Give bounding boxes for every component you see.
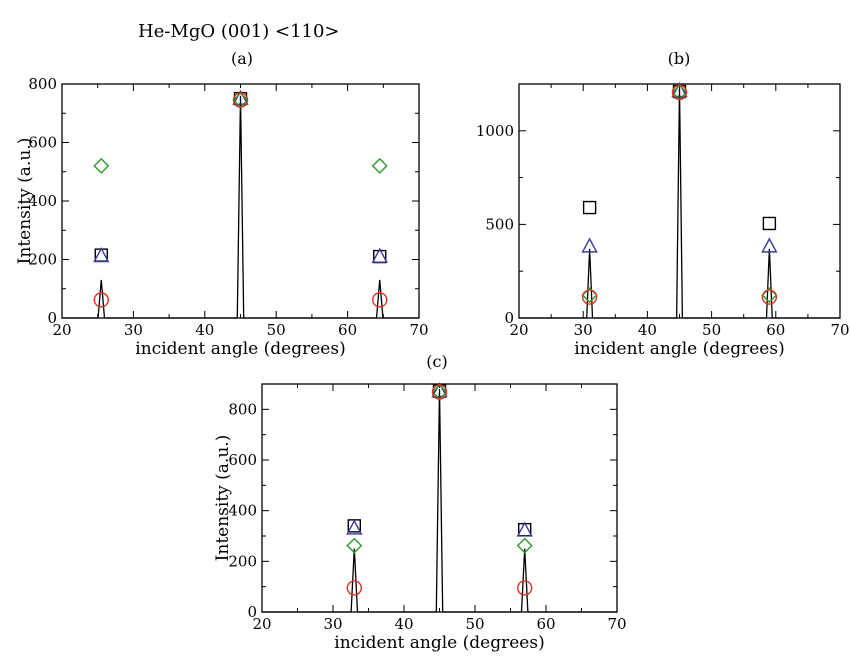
y-tick-label: 500 <box>485 215 514 233</box>
y-tick-label: 1000 <box>476 122 514 140</box>
y-tick-label: 200 <box>228 552 257 570</box>
x-tick-label: 70 <box>830 321 849 339</box>
x-tick-label: 20 <box>509 321 528 339</box>
x-tick-label: 30 <box>124 321 143 339</box>
triangle-marker <box>516 521 533 537</box>
circle-marker <box>93 292 109 308</box>
x-tick-label: 30 <box>574 321 593 339</box>
y-axis-title: Intensity (a.u.) <box>15 138 35 265</box>
diamond-marker <box>371 157 388 174</box>
circle-marker <box>761 289 778 305</box>
triangle-marker <box>346 519 363 535</box>
diamond-marker <box>93 157 110 174</box>
panel-2: (b) 20 30 40 50 60 70 0 500 1000 incident angle (d… <box>476 49 850 359</box>
x-tick-label: 70 <box>607 615 626 633</box>
y-axis-title: Intensity (a.u.) <box>213 435 233 562</box>
panel-label: (b) <box>668 49 691 68</box>
triangle-marker <box>671 82 688 98</box>
panel-label: (a) <box>231 49 253 68</box>
x-tick-label: 70 <box>409 321 428 339</box>
intensity-curve <box>62 95 419 319</box>
diamond-marker <box>516 537 533 554</box>
y-tick-label: 600 <box>28 134 57 152</box>
diamond-marker <box>346 537 363 554</box>
y-tick-label: 0 <box>247 603 257 621</box>
square-marker <box>762 216 777 231</box>
y-tick-label: 400 <box>28 192 57 210</box>
y-tick-label: 800 <box>228 400 257 418</box>
y-tick-label: 400 <box>228 502 257 520</box>
circle-marker <box>671 84 688 101</box>
x-tick-label: 60 <box>338 321 357 339</box>
x-axis-title: incident angle (degrees) <box>334 633 544 653</box>
circle-marker <box>372 292 388 308</box>
figure-title: He-MgO (001) <110> <box>138 21 340 42</box>
panel-label: (c) <box>426 352 447 371</box>
diamond-marker <box>761 287 778 304</box>
x-tick-label: 20 <box>252 615 271 633</box>
x-tick-label: 20 <box>52 321 71 339</box>
y-tick-label: 800 <box>28 75 57 93</box>
x-tick-label: 50 <box>267 321 286 339</box>
y-tick-label: 0 <box>504 309 514 327</box>
triangle-marker <box>761 237 778 253</box>
intensity-curve <box>519 87 840 319</box>
circle-marker <box>232 92 249 108</box>
x-tick-label: 60 <box>766 321 785 339</box>
triangle-marker <box>581 237 598 253</box>
panel-1: (a) 20 30 40 50 60 70 0 200 400 600 800 incident ang… <box>15 49 429 359</box>
square-marker <box>582 200 597 215</box>
triangle-marker <box>431 382 448 398</box>
circle-marker <box>431 384 448 400</box>
diamond-marker <box>581 287 598 304</box>
intensity-curve <box>262 389 617 613</box>
x-tick-label: 50 <box>465 615 484 633</box>
triangle-marker <box>93 247 110 263</box>
y-tick-label: 200 <box>28 251 57 269</box>
y-tick-label: 0 <box>47 309 57 327</box>
x-tick-label: 40 <box>195 321 214 339</box>
y-tick-label: 600 <box>228 451 257 469</box>
x-axis-title: incident angle (degrees) <box>135 339 345 359</box>
x-tick-label: 50 <box>702 321 721 339</box>
x-tick-label: 40 <box>394 615 413 633</box>
x-axis-title: incident angle (degrees) <box>574 339 784 359</box>
triangle-marker <box>371 247 388 263</box>
x-tick-label: 60 <box>536 615 555 633</box>
circle-marker <box>517 580 533 596</box>
x-tick-label: 40 <box>638 321 657 339</box>
panel-3: (c) 20 30 40 50 60 70 0 200 400 600 800 incident ang… <box>213 352 627 653</box>
circle-marker <box>346 580 362 596</box>
x-tick-label: 30 <box>323 615 342 633</box>
circle-marker <box>581 289 598 305</box>
triangle-marker <box>232 89 249 105</box>
